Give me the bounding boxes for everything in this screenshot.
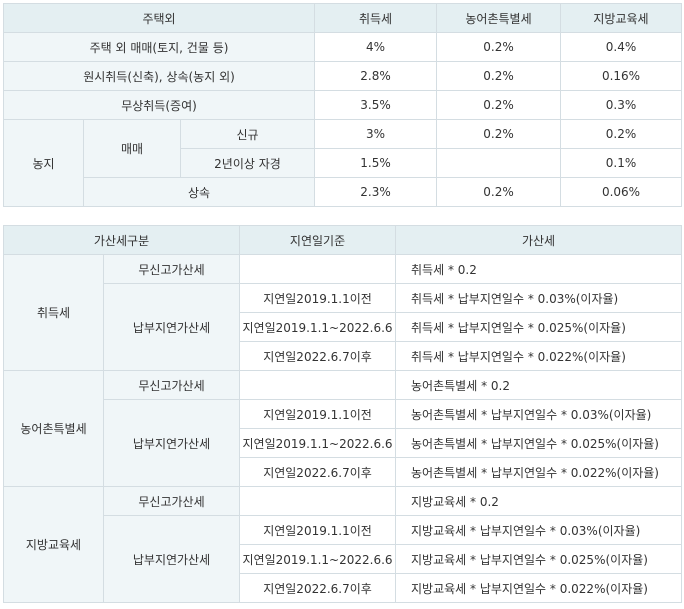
formula-cell: 취득세 * 납부지연일수 * 0.025%(이자율) — [395, 312, 683, 342]
period-cell: 지연일2022.6.7이후 — [239, 341, 397, 371]
table-row: 원시취득(신축), 상속(농지 외) 2.8% 0.2% 0.16% — [3, 61, 682, 91]
period-cell: 지연일2022.6.7이후 — [239, 573, 397, 603]
row-label: 무상취득(증여) — [3, 90, 315, 120]
table-row: 2년이상 자경 1.5% 0.1% — [4, 148, 682, 178]
rate-cell: 0.2% — [436, 61, 561, 91]
table-row: 농지 매매 신규 3% 0.2% 0.2% — [3, 119, 682, 207]
rate-cell: 0.16% — [560, 61, 682, 91]
rate-cell: 0.06% — [560, 177, 682, 207]
late-payment-label: 납부지연가산세 — [102, 399, 241, 487]
column-header: 주택외 — [3, 3, 315, 33]
rate-cell: 0.2% — [560, 119, 682, 149]
rate-cell: 0.4% — [560, 32, 682, 62]
rate-cell: 0.2% — [436, 119, 561, 149]
tax-group-label: 농어촌특별세 — [3, 370, 104, 487]
column-header: 지연일기준 — [239, 225, 397, 255]
table-row: 주택 외 매매(토지, 건물 등) 4% 0.2% 0.4% — [3, 32, 682, 62]
table-row: 취득세 무신고가산세 취득세 * 0.2 — [3, 254, 683, 371]
column-header: 가산세 — [395, 225, 683, 255]
farmland-label: 농지 — [3, 119, 84, 207]
penalty-tax-table: 가산세구분 지연일기준 가산세 취득세 무신고가산세 취득세 * 0.2 납부지… — [2, 225, 683, 603]
table-row: 지연일2022.6.7이후 취득세 * 납부지연일수 * 0.022%(이자율) — [4, 341, 683, 371]
formula-cell: 지방교육세 * 납부지연일수 * 0.022%(이자율) — [395, 573, 683, 603]
formula-cell: 농어촌특별세 * 납부지연일수 * 0.025%(이자율) — [395, 428, 683, 458]
period-cell — [239, 370, 397, 400]
inherit-label: 상속 — [83, 177, 315, 207]
table-row: 농어촌특별세 무신고가산세 농어촌특별세 * 0.2 — [3, 370, 683, 487]
period-cell: 지연일2022.6.7이후 — [239, 457, 397, 487]
rate-cell: 4% — [314, 32, 437, 62]
formula-cell: 지방교육세 * 0.2 — [395, 486, 683, 516]
noreport-label: 무신고가산세 — [102, 370, 241, 400]
late-payment-label: 납부지연가산세 — [102, 515, 241, 603]
row-label: 원시취득(신축), 상속(농지 외) — [3, 61, 315, 91]
formula-cell: 농어촌특별세 * 납부지연일수 * 0.03%(이자율) — [395, 399, 683, 429]
sale-label: 매매 — [83, 119, 181, 178]
tax-group-label: 취득세 — [3, 254, 104, 371]
table-row: 무상취득(증여) 3.5% 0.2% 0.3% — [3, 90, 682, 120]
rate-cell: 2.8% — [314, 61, 437, 91]
rate-cell: 0.2% — [436, 177, 561, 207]
table-header-row: 가산세구분 지연일기준 가산세 — [2, 225, 683, 255]
table-header-row: 주택외 취득세 농어촌특별세 지방교육세 — [3, 3, 682, 33]
column-header: 취득세 — [314, 3, 437, 33]
table-row: 납부지연가산세 지연일2019.1.1이전 취득세 * 납부지연일수 * 0.0… — [4, 283, 683, 371]
rate-cell: 2.3% — [314, 177, 437, 207]
rate-cell — [436, 148, 561, 178]
formula-cell: 취득세 * 납부지연일수 * 0.022%(이자율) — [395, 341, 683, 371]
noreport-label: 무신고가산세 — [102, 254, 241, 284]
selfcult-label: 2년이상 자경 — [180, 148, 315, 178]
new-label: 신규 — [180, 119, 315, 149]
table-row: 상속 2.3% 0.2% 0.06% — [4, 177, 682, 207]
table-row: 납부지연가산세 지연일2019.1.1이전 지방교육세 * 납부지연일수 * 0… — [4, 515, 683, 603]
formula-cell: 취득세 * 납부지연일수 * 0.03%(이자율) — [395, 283, 683, 313]
table-row: 지연일2019.1.1~2022.6.6 지방교육세 * 납부지연일수 * 0.… — [4, 544, 683, 574]
rate-cell: 1.5% — [314, 148, 437, 178]
column-header: 농어촌특별세 — [436, 3, 561, 33]
table-row: 지연일2022.6.7이후 지방교육세 * 납부지연일수 * 0.022%(이자… — [4, 573, 683, 603]
period-cell: 지연일2019.1.1~2022.6.6 — [239, 428, 397, 458]
period-cell: 지연일2019.1.1~2022.6.6 — [239, 544, 397, 574]
formula-cell: 지방교육세 * 납부지연일수 * 0.025%(이자율) — [395, 544, 683, 574]
column-header: 가산세구분 — [2, 225, 241, 255]
period-cell: 지연일2019.1.1이전 — [239, 283, 397, 313]
period-cell: 지연일2019.1.1~2022.6.6 — [239, 312, 397, 342]
row-label: 주택 외 매매(토지, 건물 등) — [3, 32, 315, 62]
formula-cell: 취득세 * 0.2 — [395, 254, 683, 284]
period-cell: 지연일2019.1.1이전 — [239, 399, 397, 429]
rate-cell: 0.2% — [436, 90, 561, 120]
rate-cell: 3.5% — [314, 90, 437, 120]
column-header: 지방교육세 — [560, 3, 682, 33]
formula-cell: 지방교육세 * 납부지연일수 * 0.03%(이자율) — [395, 515, 683, 545]
late-payment-label: 납부지연가산세 — [102, 283, 241, 371]
tax-group-label: 지방교육세 — [3, 486, 104, 603]
formula-cell: 농어촌특별세 * 0.2 — [395, 370, 683, 400]
rate-cell: 3% — [314, 119, 437, 149]
period-cell: 지연일2019.1.1이전 — [239, 515, 397, 545]
tax-rate-table: 주택외 취득세 농어촌특별세 지방교육세 주택 외 매매(토지, 건물 등) 4… — [3, 3, 682, 207]
noreport-label: 무신고가산세 — [102, 486, 241, 516]
table-row: 납부지연가산세 지연일2019.1.1이전 농어촌특별세 * 납부지연일수 * … — [4, 399, 683, 487]
period-cell — [239, 486, 397, 516]
table-row: 지방교육세 무신고가산세 지방교육세 * 0.2 — [3, 486, 683, 603]
rate-cell: 0.2% — [436, 32, 561, 62]
formula-cell: 농어촌특별세 * 납부지연일수 * 0.022%(이자율) — [395, 457, 683, 487]
rate-cell: 0.1% — [560, 148, 682, 178]
period-cell — [239, 254, 397, 284]
rate-cell: 0.3% — [560, 90, 682, 120]
